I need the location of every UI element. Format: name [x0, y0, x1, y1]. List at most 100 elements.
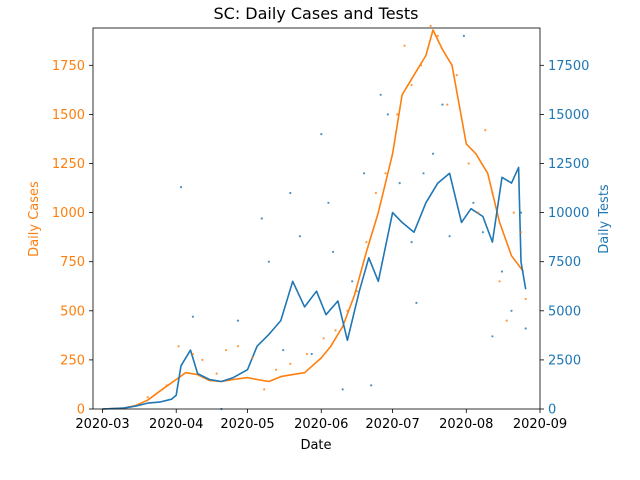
- series-line-left-0: [102, 29, 525, 410]
- x-axis: 2020-03 2020-04 2020-05 2020-06 2020-07 2020-…: [75, 409, 567, 432]
- y-right-tick-label: 17500: [548, 59, 589, 74]
- series-line-right-1: [102, 166, 527, 410]
- data-point-left-2-8: [251, 356, 254, 359]
- y-right-tick-label: 15000: [548, 108, 589, 123]
- data-point-right-3-24: [441, 103, 444, 106]
- data-point-left-2-36: [524, 297, 527, 301]
- data-point-right-3-17: [379, 93, 382, 96]
- data-point-right-3-15: [363, 172, 366, 175]
- data-point-left-2-24: [429, 24, 432, 28]
- data-point-right-3-9: [310, 352, 313, 356]
- data-point-right-3-4: [260, 217, 263, 220]
- data-point-left-2-2: [177, 345, 180, 348]
- data-point-right-3-5: [267, 260, 270, 263]
- data-point-right-3-3: [236, 319, 240, 322]
- data-point-left-2-16: [355, 290, 358, 293]
- data-point-left-2-0: [146, 396, 149, 399]
- data-point-right-3-33: [524, 327, 527, 330]
- x-tick-label: 2020-07: [365, 417, 419, 432]
- plot-area: [92, 24, 541, 411]
- y-left-tick-label: 500: [60, 304, 85, 319]
- data-point-right-3-31: [510, 309, 513, 312]
- y-left-tick-label: 1250: [52, 157, 85, 172]
- y-left-tick-label: 1000: [52, 206, 85, 221]
- data-point-right-3-13: [341, 388, 344, 391]
- y-axis-right: 0 2500 5000 7500 10000 12500 15000 17500: [540, 59, 589, 418]
- data-point-left-2-18: [374, 191, 377, 195]
- plot-frame: [92, 27, 541, 410]
- data-point-left-2-28: [467, 162, 470, 165]
- data-point-right-3-18: [386, 113, 389, 116]
- data-point-right-3-11: [327, 201, 330, 204]
- x-tick-label: 2020-09: [513, 417, 567, 432]
- data-point-left-2-31: [491, 191, 494, 195]
- data-point-left-2-34: [512, 211, 515, 214]
- data-point-left-2-10: [275, 368, 278, 371]
- data-point-right-3-12: [332, 250, 335, 253]
- data-point-left-2-14: [334, 329, 337, 332]
- data-point-left-2-23: [420, 64, 423, 67]
- y-right-tick-label: 2500: [548, 353, 581, 368]
- y-left-tick-label: 0: [77, 403, 85, 418]
- data-point-left-2-22: [410, 83, 413, 87]
- data-point-left-2-30: [484, 129, 487, 132]
- data-point-right-3-20: [410, 241, 413, 244]
- data-point-left-2-27: [455, 74, 458, 77]
- data-point-right-3-6: [282, 349, 285, 352]
- data-point-left-2-11: [289, 362, 292, 365]
- data-point-right-3-14: [351, 280, 354, 283]
- data-point-right-3-23: [431, 152, 435, 155]
- data-point-left-2-29: [477, 211, 480, 214]
- data-point-right-3-8: [298, 235, 301, 238]
- data-point-right-3-0: [179, 186, 183, 189]
- data-point-left-2-35: [519, 231, 523, 234]
- data-point-left-2-17: [365, 241, 368, 244]
- y-axis-right-title: Daily Tests: [597, 184, 612, 254]
- y-right-tick-label: 0: [548, 403, 556, 418]
- x-tick-label: 2020-06: [294, 417, 348, 432]
- x-tick-label: 2020-03: [75, 417, 129, 432]
- x-tick-label: 2020-08: [439, 417, 493, 432]
- data-point-left-2-4: [201, 358, 204, 361]
- y-left-tick-label: 1500: [52, 108, 85, 123]
- data-point-left-2-12: [305, 352, 309, 356]
- data-point-right-3-32: [519, 211, 523, 214]
- data-point-left-2-9: [263, 388, 266, 391]
- data-point-left-2-3: [191, 352, 194, 356]
- data-point-right-3-22: [422, 172, 425, 175]
- x-tick-label: 2020-05: [220, 417, 274, 432]
- data-point-left-2-21: [403, 44, 406, 47]
- data-point-left-2-13: [322, 337, 325, 340]
- y-right-tick-label: 10000: [548, 206, 589, 221]
- data-point-right-3-7: [289, 191, 292, 195]
- data-point-right-3-16: [370, 384, 373, 387]
- data-point-left-2-19: [384, 172, 387, 175]
- data-point-left-2-20: [396, 113, 399, 116]
- y-axis-left: 0 250 500 750 1000 1250 1500 1750: [52, 59, 93, 418]
- data-point-right-3-19: [398, 182, 401, 185]
- y-left-tick-label: 1750: [52, 59, 85, 74]
- data-point-right-3-1: [191, 315, 194, 318]
- data-point-right-3-25: [448, 235, 451, 238]
- data-point-right-3-27: [472, 201, 475, 204]
- x-tick-label: 2020-04: [149, 417, 203, 432]
- data-point-left-2-7: [236, 345, 240, 348]
- data-point-left-2-6: [225, 349, 228, 352]
- chart-title: SC: Daily Cases and Tests: [214, 4, 419, 23]
- y-axis-left-title: Daily Cases: [27, 181, 42, 257]
- data-point-left-2-25: [436, 34, 439, 38]
- y-right-tick-label: 7500: [548, 255, 581, 270]
- data-point-right-3-28: [481, 231, 484, 234]
- y-right-tick-label: 12500: [548, 157, 589, 172]
- data-point-left-2-32: [498, 280, 501, 283]
- x-axis-title: Date: [300, 438, 331, 453]
- y-right-tick-label: 5000: [548, 304, 581, 319]
- data-point-right-3-21: [415, 301, 418, 304]
- data-point-right-3-10: [320, 133, 323, 136]
- data-point-right-3-29: [491, 335, 494, 338]
- y-left-tick-label: 250: [60, 353, 85, 368]
- data-point-left-2-5: [215, 372, 218, 375]
- data-point-right-3-26: [462, 34, 465, 38]
